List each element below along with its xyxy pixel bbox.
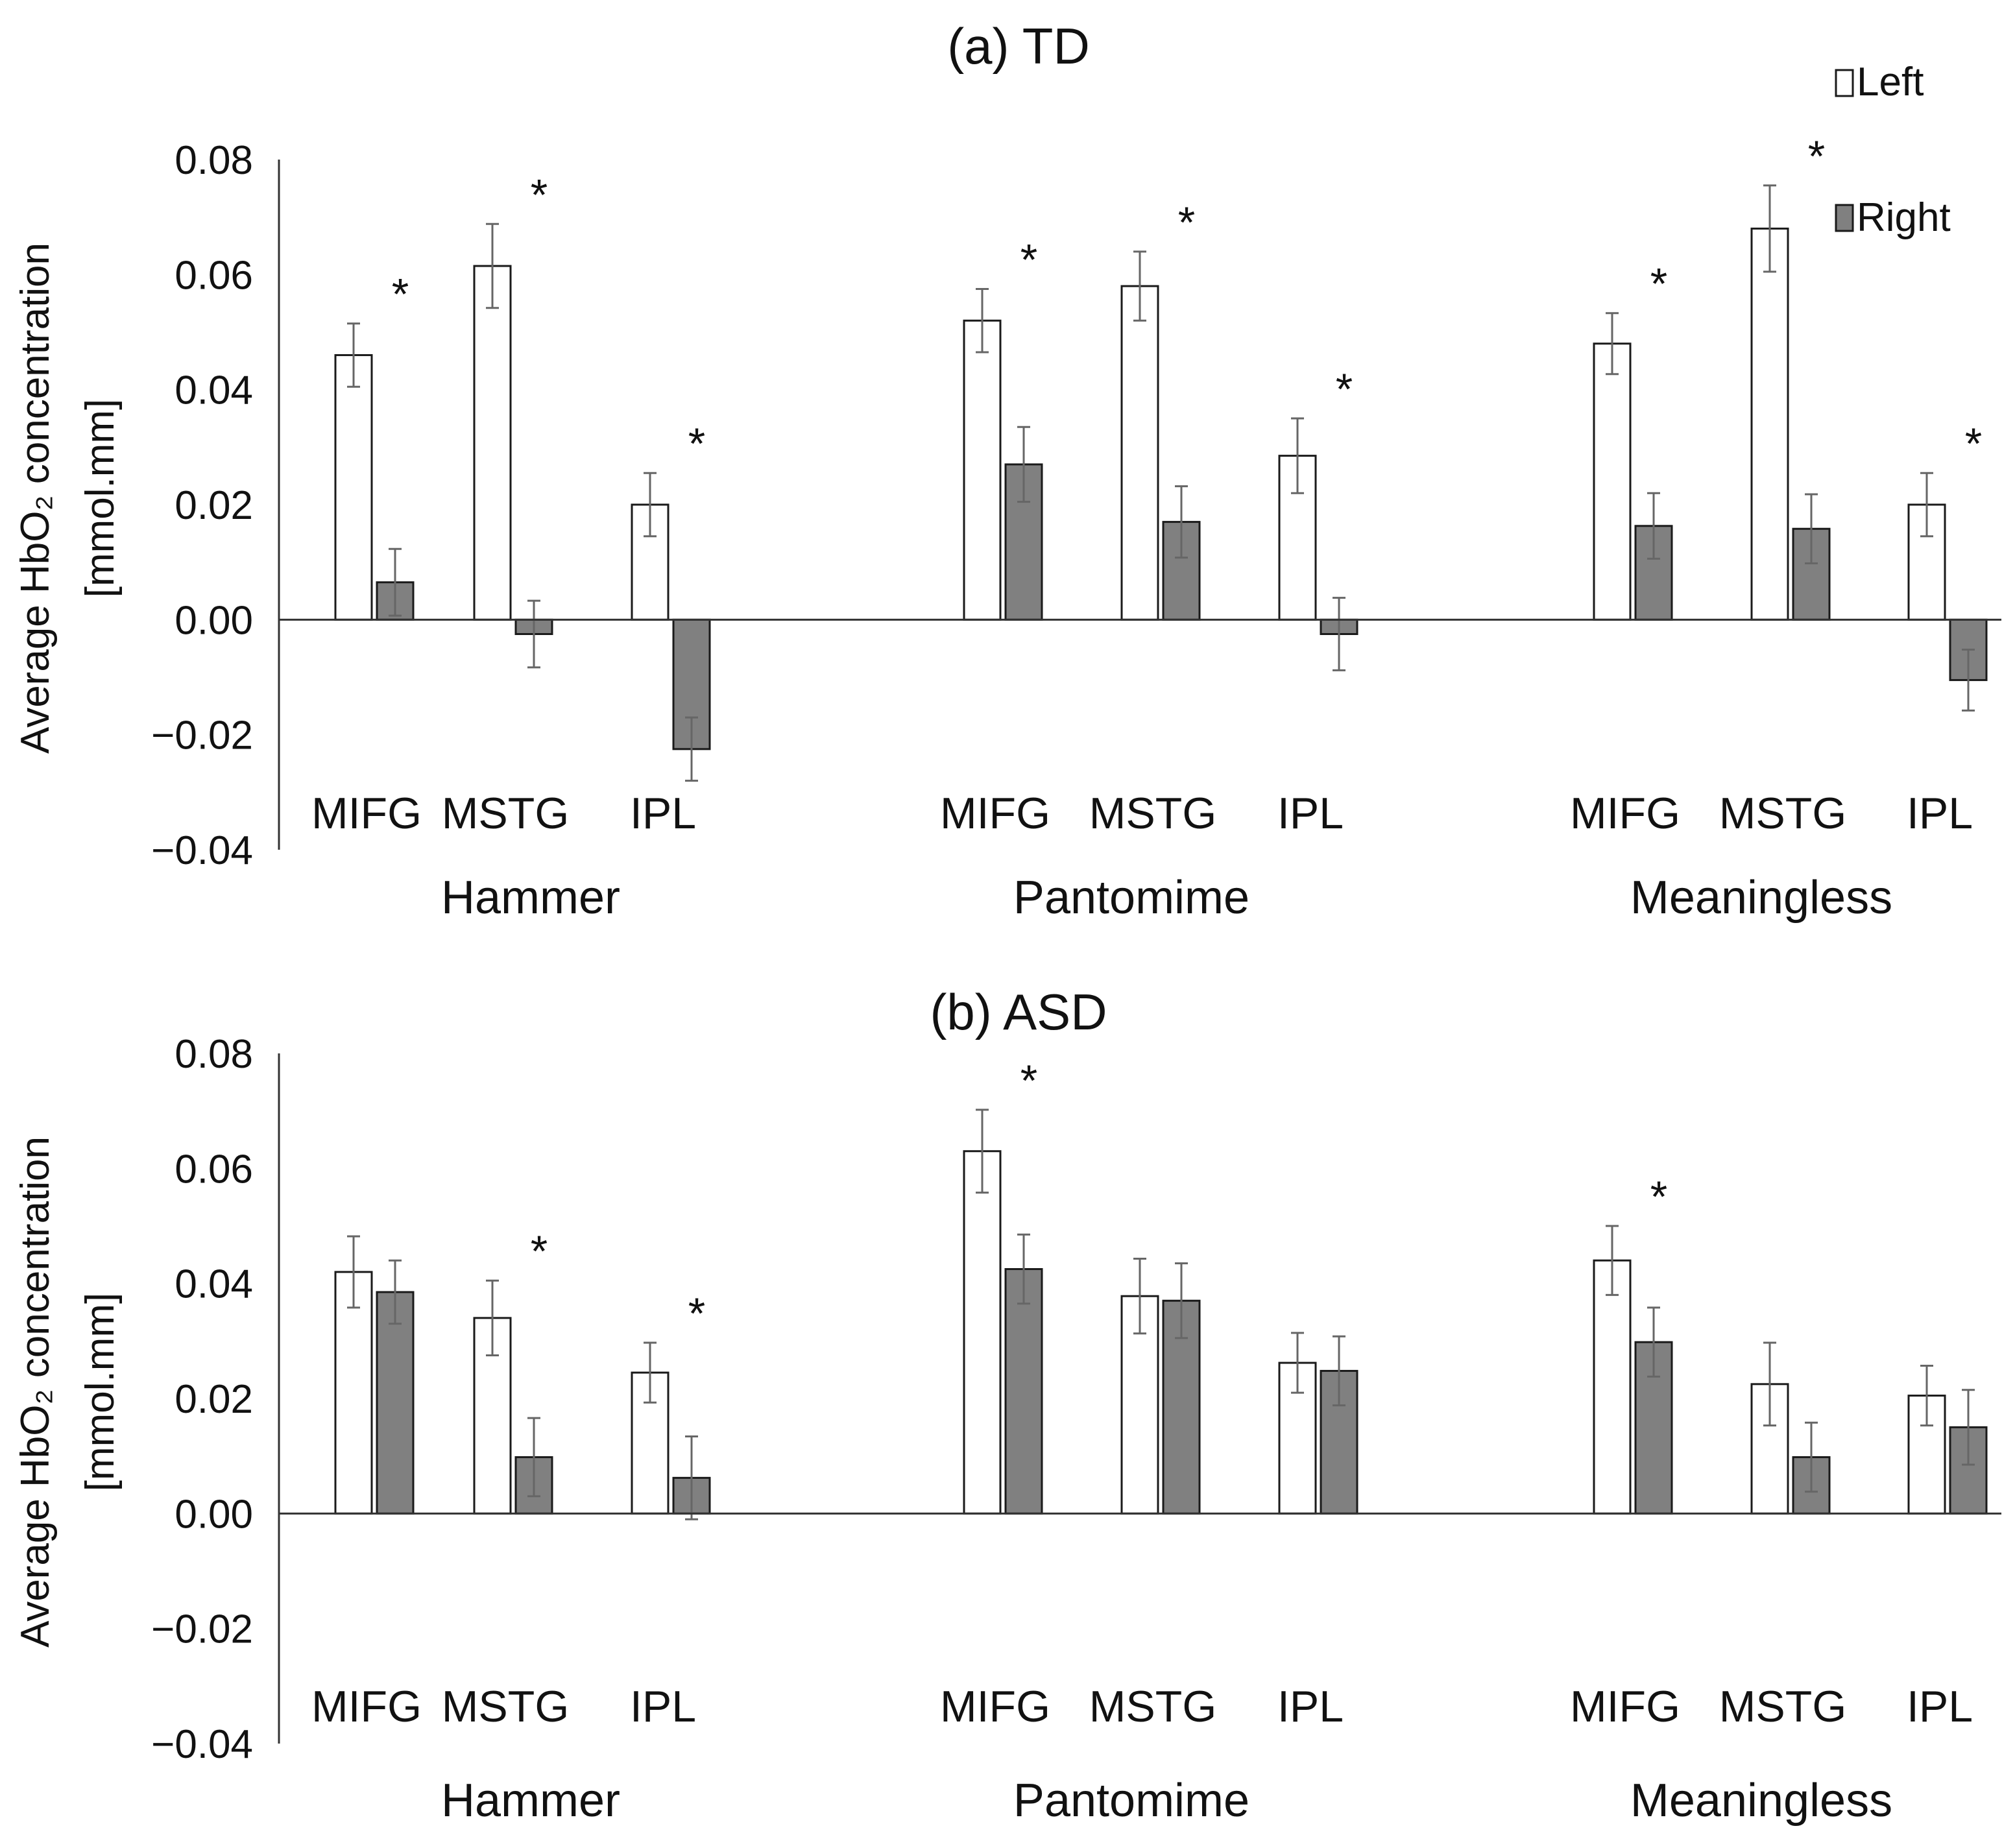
y-tick-label: 0.02 (175, 483, 253, 528)
significance-marker: * (1336, 365, 1353, 414)
significance-marker: * (1965, 419, 1982, 468)
region-label: MIFG (311, 1682, 422, 1731)
legend-right-swatch (1835, 204, 1854, 232)
bar-left-meaningless-mifg (1593, 342, 1632, 621)
significance-marker: * (1650, 259, 1667, 309)
y-tick-label: −0.04 (151, 828, 253, 873)
y-tick-label: 0.00 (175, 1492, 253, 1537)
group-label: Pantomime (1013, 872, 1249, 924)
significance-marker: * (392, 270, 409, 319)
significance-marker: * (1020, 235, 1037, 285)
significance-marker: * (688, 1289, 705, 1338)
y-axis-label-unit: [mmol.mm] (78, 1293, 123, 1492)
bar-left-hammer-mstg (473, 265, 512, 621)
bar-right-meaningless-mstg (1792, 1456, 1831, 1515)
y-tick-label: −0.02 (151, 714, 253, 758)
region-label: IPL (1277, 789, 1344, 838)
chart-title: (b) ASD (930, 983, 1107, 1040)
bar-left-meaningless-mifg (1593, 1259, 1632, 1515)
y-tick-label: 0.02 (175, 1377, 253, 1422)
region-label: MSTG (442, 1682, 569, 1731)
y-axis-label: Average HbO₂ concentration (13, 1136, 58, 1648)
region-label: IPL (630, 1682, 696, 1731)
significance-marker: * (531, 170, 548, 219)
y-tick-label: 0.06 (175, 253, 253, 298)
significance-marker: * (1650, 1172, 1667, 1221)
y-tick-label: 0.06 (175, 1147, 253, 1192)
significance-marker: * (1178, 198, 1195, 247)
y-tick-label: 0.04 (175, 368, 253, 413)
region-label: MSTG (1089, 789, 1216, 838)
region-label: MSTG (1089, 1682, 1216, 1731)
y-tick-label: 0.08 (175, 1032, 253, 1077)
group-label: Pantomime (1013, 1775, 1249, 1827)
bar-right-hammer-mifg (376, 1291, 415, 1515)
group-label: Meaningless (1630, 1775, 1892, 1827)
region-label: MSTG (442, 789, 569, 838)
chart-title: (a) TD (947, 18, 1090, 75)
y-tick-label: 0.08 (175, 138, 253, 183)
y-tick-label: −0.02 (151, 1607, 253, 1652)
bar-left-hammer-mifg (334, 354, 373, 621)
bar-left-meaningless-mstg (1750, 227, 1789, 621)
region-label: MIFG (940, 789, 1050, 838)
significance-marker: * (688, 419, 705, 468)
significance-marker: * (531, 1227, 548, 1276)
significance-marker: * (1020, 1056, 1037, 1105)
legend: Left Right (1835, 60, 1951, 240)
y-tick-label: 0.04 (175, 1262, 253, 1307)
y-axis-label: Average HbO₂ concentration (13, 243, 58, 754)
bar-left-pantomime-mstg (1120, 285, 1159, 621)
legend-left-label: Left (1857, 60, 1924, 104)
region-label: MSTG (1719, 1682, 1846, 1731)
bar-left-hammer-mifg (334, 1271, 373, 1515)
region-label: MIFG (311, 789, 422, 838)
legend-left-swatch (1835, 69, 1854, 97)
bar-right-pantomime-mifg (1004, 1268, 1043, 1515)
y-tick-label: 0.00 (175, 598, 253, 643)
region-label: IPL (1907, 1682, 1973, 1731)
y-axis-label-unit: [mmol.mm] (78, 399, 123, 598)
group-label: Meaningless (1630, 872, 1892, 924)
bar-left-pantomime-mifg (963, 1150, 1002, 1515)
panel-asd: (b) ASD Average HbO₂ concentration [mmol.m… (13, 983, 2001, 1827)
region-label: MSTG (1719, 789, 1846, 838)
region-label: IPL (630, 789, 696, 838)
panel-td: (a) TD Average HbO₂ concentration [mmol.mm… (13, 18, 2001, 924)
region-label: MIFG (940, 1682, 1050, 1731)
region-label: MIFG (1570, 1682, 1680, 1731)
bar-left-pantomime-mifg (963, 319, 1002, 621)
region-label: MIFG (1570, 789, 1680, 838)
y-tick-label: −0.04 (151, 1722, 253, 1767)
significance-marker: * (1808, 132, 1825, 181)
group-label: Hammer (441, 872, 620, 924)
group-label: Hammer (441, 1775, 620, 1827)
region-label: IPL (1277, 1682, 1344, 1731)
region-label: IPL (1907, 789, 1973, 838)
legend-right-label: Right (1857, 195, 1951, 240)
